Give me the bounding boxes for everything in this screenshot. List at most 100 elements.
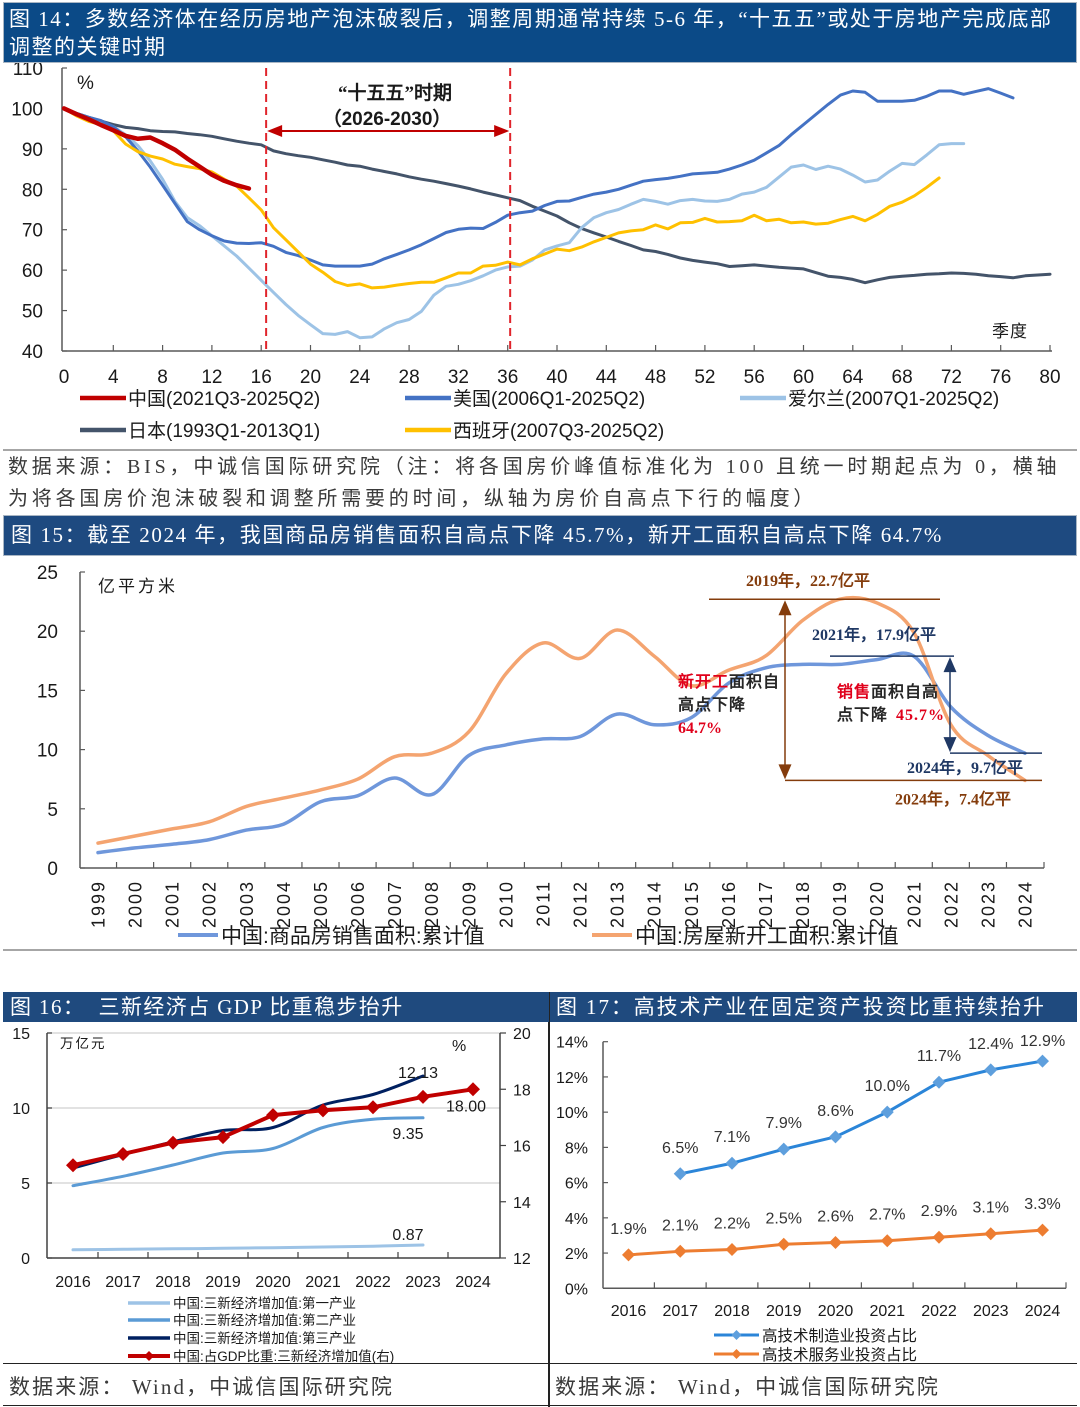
legend-label: 日本(1993Q1-2013Q1) (128, 420, 320, 442)
panel-divider-line (548, 992, 550, 1407)
figure-17-chart: 0% 2% 4% 6% 8% 10% 12% 14% 2016 2017 2018 2019 2020 2… (556, 1033, 1067, 1364)
legend-label: 西班牙(2007Q3-2025Q2) (453, 420, 664, 442)
new-starts-latest-label: 2024年，7.4亿平 (895, 789, 1011, 808)
data-point-high-tech-services (622, 1248, 635, 1262)
x-tick-label: 2017 (662, 1303, 698, 1320)
legend-marker-icon (731, 1349, 742, 1359)
x-tick-label: 2001 (163, 880, 183, 928)
y-tick-label: 0 (47, 859, 58, 880)
left-y-tick-label: 15 (12, 1026, 30, 1043)
y-tick-label: 25 (37, 563, 58, 584)
x-tick-label: 2019 (766, 1303, 802, 1320)
y-tick-label: 10 (37, 741, 58, 762)
x-tick-label: 2016 (55, 1274, 91, 1291)
y-tick-label: 50 (22, 302, 43, 323)
separator-line (3, 449, 1077, 451)
right-axis-unit: % (452, 1038, 466, 1055)
y-axis-unit: 亿平方米 (98, 577, 178, 596)
y-tick-label: 10% (556, 1105, 588, 1122)
y-tick-label: 6% (565, 1176, 588, 1193)
x-tick-label: 36 (497, 367, 518, 388)
data-point-gdp-share (116, 1146, 130, 1161)
x-tick-label: 2008 (422, 880, 442, 928)
series-group (61, 87, 1052, 340)
x-tick-label: 2021 (904, 880, 924, 928)
series-group: 6.5% 7.1% 7.9% 8.6% 10.0% 11.7% 12.4% 12.9% 1.9%… (610, 1033, 1065, 1262)
data-point-gdp-share (166, 1135, 180, 1150)
data-point-high-tech-services (984, 1227, 998, 1241)
series-line-china (61, 106, 252, 191)
x-tick-label: 0 (59, 367, 70, 388)
legend-item-high-tech-services: 高技术服务业投资占比 (714, 1346, 917, 1364)
y-tick-label: 110 (13, 59, 43, 80)
x-tick-label: 2021 (305, 1274, 341, 1291)
data-label-high-tech-manufacturing: 10.0% (865, 1078, 910, 1095)
y-tick-label: 2% (565, 1246, 588, 1263)
data-point-high-tech-services (829, 1236, 842, 1250)
arrowhead-left-icon (267, 125, 283, 137)
bottom-border-line (3, 1404, 1077, 1406)
y-tick-label: 8% (565, 1140, 588, 1157)
series-line-high-tech-manufacturing (679, 1059, 1043, 1176)
series-line-sales-area (96, 651, 1027, 855)
x-tick-label: 2017 (105, 1274, 141, 1291)
data-label-high-tech-services: 2.1% (662, 1217, 698, 1234)
x-tick-label: 2009 (459, 880, 479, 928)
x-tick-label: 72 (941, 367, 962, 388)
y-tick-label: 90 (22, 140, 43, 161)
right-y-tick-label: 20 (513, 1026, 531, 1043)
legend: 中国(2021Q3-2025Q2) 美国(2006Q1-2025Q2) 爱尔兰(20… (80, 388, 999, 442)
left-axis-unit: 万亿元 (60, 1036, 107, 1051)
data-label-high-tech-manufacturing: 8.6% (817, 1103, 853, 1120)
data-point-gdp-share (466, 1082, 480, 1097)
figure-17-title: 图 17：高技术产业在固定资产投资比重持续抬升 (550, 992, 1077, 1022)
x-tick-label: 1999 (89, 880, 109, 928)
x-tick-label: 28 (399, 367, 420, 388)
x-tick-label: 2003 (237, 880, 257, 928)
x-tick-label: 16 (251, 367, 272, 388)
legend-label: 中国:三新经济增加值:第二产业 (173, 1312, 356, 1328)
data-point-high-tech-manufacturing (984, 1063, 998, 1077)
x-tick-label: 2024 (1025, 1303, 1061, 1320)
left-y-tick-label: 10 (12, 1101, 30, 1118)
x-tick-label: 2000 (126, 880, 146, 928)
sales-latest-label: 2024年，9.7亿平 (907, 758, 1023, 777)
axes: 0 5 10 15 20 25 1999 2000 2001 2002 2003 2004 2005 20… (37, 563, 1045, 928)
legend-label: 中国:占GDP比重:三新经济增加值(右) (173, 1349, 394, 1364)
data-point-gdp-share (416, 1089, 430, 1104)
y-axis-unit: % (77, 73, 94, 94)
y-tick-label: 14% (556, 1035, 588, 1052)
new-starts-note-pct: 64.7% (678, 720, 722, 737)
series-line-primary-industry (71, 1243, 425, 1252)
x-tick-label: 2002 (200, 880, 220, 928)
x-tick-label: 48 (645, 367, 666, 388)
data-label-high-tech-services: 1.9% (610, 1221, 646, 1238)
new-starts-note-text: 面积自 (729, 672, 780, 691)
x-tick-label: 2005 (311, 880, 331, 928)
x-tick-label: 2020 (867, 880, 887, 928)
sales-note-line1: 销售面积自高 (837, 682, 939, 701)
data-label-high-tech-manufacturing: 7.1% (714, 1129, 750, 1146)
series-line-japan (62, 106, 1052, 285)
legend-item-ireland: 爱尔兰(2007Q1-2025Q2) (740, 388, 999, 410)
y-tick-label: 0% (565, 1281, 588, 1298)
legend-marker-icon (144, 1351, 154, 1361)
x-tick-label: 64 (842, 367, 864, 388)
legend-item-high-tech-manufacturing: 高技术制造业投资占比 (714, 1327, 917, 1345)
annotations: 2019年，22.7亿平 2021年，17.9亿平 2024年，9.7亿平 2024年… (678, 571, 1042, 808)
x-tick-label: 2015 (682, 880, 702, 928)
data-label-high-tech-services: 2.6% (817, 1209, 853, 1226)
data-label-high-tech-manufacturing: 6.5% (662, 1140, 698, 1157)
data-label-high-tech-services: 3.1% (973, 1200, 1009, 1217)
data-point-gdp-share (266, 1108, 280, 1123)
x-tick-label: 2024 (455, 1274, 491, 1291)
x-tick-label: 2017 (756, 880, 776, 928)
x-tick-label: 24 (349, 367, 371, 388)
separator-line (3, 949, 1077, 951)
legend-label: 美国(2006Q1-2025Q2) (453, 388, 645, 410)
legend-item-new-starts-area: 中国:房屋新开工面积:累计值 (592, 925, 899, 948)
data-point-high-tech-manufacturing (880, 1105, 894, 1119)
legend-item-gdp-share: 中国:占GDP比重:三新经济增加值(右) (128, 1349, 394, 1364)
legend-label: 中国:三新经济增加值:第三产业 (173, 1330, 356, 1346)
